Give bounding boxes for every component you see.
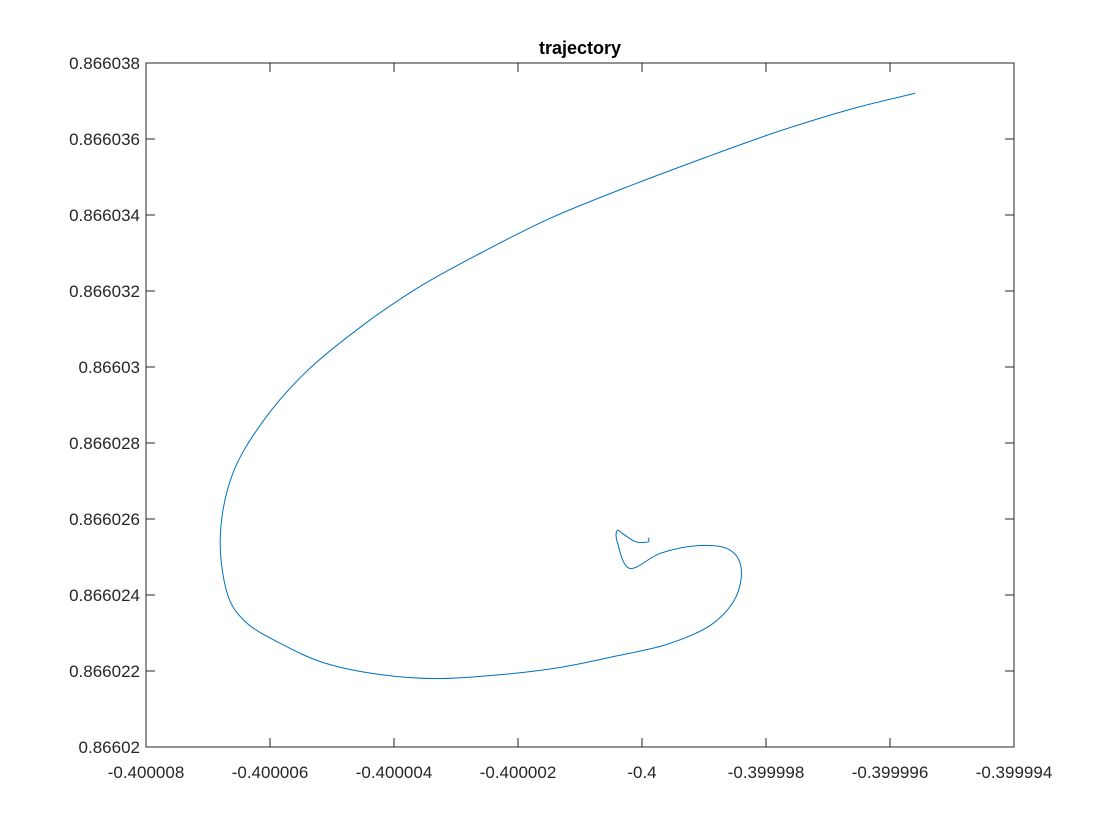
x-tick-label: -0.400006 xyxy=(232,763,309,782)
y-tick-label: 0.866034 xyxy=(69,206,140,225)
y-tick-label: 0.866038 xyxy=(69,54,140,73)
plot-area xyxy=(146,63,1014,747)
y-tick-label: 0.866036 xyxy=(69,130,140,149)
y-tick-label: 0.866032 xyxy=(69,282,140,301)
y-tick-label: 0.866024 xyxy=(69,586,140,605)
x-tick-label: -0.399998 xyxy=(728,763,805,782)
y-tick-label: 0.86602 xyxy=(79,738,140,757)
x-tick-label: -0.400002 xyxy=(480,763,557,782)
x-tick-label: -0.400004 xyxy=(356,763,433,782)
y-tick-label: 0.866028 xyxy=(69,434,140,453)
x-tick-labels: -0.400008 -0.400006 -0.400004 -0.400002 -0.4… xyxy=(108,763,1053,782)
x-tick-label: -0.4 xyxy=(627,763,656,782)
y-tick-label: 0.866022 xyxy=(69,662,140,681)
x-tick-label: -0.400008 xyxy=(108,763,185,782)
x-tick-label: -0.399996 xyxy=(852,763,929,782)
axes-frame xyxy=(145,62,1015,748)
y-tick-label: 0.866026 xyxy=(69,510,140,529)
chart-title: trajectory xyxy=(539,38,621,58)
trajectory-line xyxy=(219,92,916,680)
series-layer xyxy=(219,92,916,680)
y-tick-label: 0.86603 xyxy=(79,358,140,377)
y-tick-labels: 0.86602 0.866022 0.866024 0.866026 0.866028 0… xyxy=(69,54,140,757)
x-tick-label: -0.399994 xyxy=(976,763,1053,782)
